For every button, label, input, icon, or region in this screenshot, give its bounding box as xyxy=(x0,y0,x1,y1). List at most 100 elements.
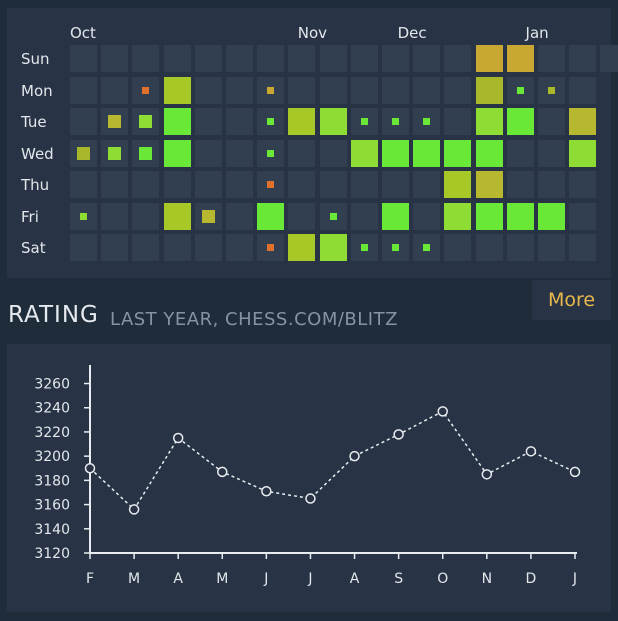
calendar-day-cell[interactable] xyxy=(101,234,129,261)
calendar-day-cell[interactable] xyxy=(132,202,160,230)
calendar-day-cell[interactable] xyxy=(226,139,253,167)
calendar-day-cell[interactable] xyxy=(70,171,97,198)
calendar-day-cell[interactable] xyxy=(226,202,253,230)
calendar-day-cell[interactable] xyxy=(444,234,472,261)
calendar-day-cell[interactable] xyxy=(319,171,347,198)
calendar-day-cell[interactable] xyxy=(319,234,347,261)
calendar-day-cell[interactable] xyxy=(382,76,409,104)
calendar-day-cell[interactable] xyxy=(288,139,316,167)
calendar-day-cell[interactable] xyxy=(194,76,222,104)
calendar-day-cell[interactable] xyxy=(569,202,597,230)
calendar-day-cell[interactable] xyxy=(163,202,191,230)
calendar-day-cell[interactable] xyxy=(319,45,347,72)
calendar-day-cell[interactable] xyxy=(163,45,191,72)
calendar-day-cell[interactable] xyxy=(257,45,285,72)
calendar-day-cell[interactable] xyxy=(413,108,441,135)
calendar-day-cell[interactable] xyxy=(194,234,222,261)
calendar-day-cell[interactable] xyxy=(132,234,160,261)
calendar-day-cell[interactable] xyxy=(444,171,472,198)
calendar-day-cell[interactable] xyxy=(101,202,129,230)
calendar-day-cell[interactable] xyxy=(538,139,565,167)
more-button[interactable]: More xyxy=(532,280,611,320)
calendar-day-cell[interactable] xyxy=(101,171,129,198)
calendar-day-cell[interactable] xyxy=(413,171,441,198)
calendar-day-cell[interactable] xyxy=(257,108,285,135)
calendar-day-cell[interactable] xyxy=(226,234,253,261)
calendar-day-cell[interactable] xyxy=(132,108,160,135)
calendar-day-cell[interactable] xyxy=(194,139,222,167)
calendar-day-cell[interactable] xyxy=(194,171,222,198)
calendar-day-cell[interactable] xyxy=(350,171,378,198)
calendar-day-cell[interactable] xyxy=(350,76,378,104)
calendar-day-cell[interactable] xyxy=(194,108,222,135)
calendar-day-cell[interactable] xyxy=(226,108,253,135)
calendar-day-cell[interactable] xyxy=(226,45,253,72)
calendar-day-cell[interactable] xyxy=(288,171,316,198)
calendar-day-cell[interactable] xyxy=(382,108,409,135)
calendar-day-cell[interactable] xyxy=(538,108,565,135)
calendar-day-cell[interactable] xyxy=(257,171,285,198)
calendar-day-cell[interactable] xyxy=(288,234,316,261)
calendar-day-cell[interactable] xyxy=(226,171,253,198)
calendar-day-cell[interactable] xyxy=(475,45,503,72)
calendar-day-cell[interactable] xyxy=(569,45,597,72)
calendar-day-cell[interactable] xyxy=(288,202,316,230)
calendar-day-cell[interactable] xyxy=(132,76,160,104)
calendar-day-cell[interactable] xyxy=(288,76,316,104)
calendar-day-cell[interactable] xyxy=(475,76,503,104)
calendar-day-cell[interactable] xyxy=(444,139,472,167)
calendar-day-cell[interactable] xyxy=(194,202,222,230)
calendar-day-cell[interactable] xyxy=(413,76,441,104)
calendar-day-cell[interactable] xyxy=(132,171,160,198)
calendar-day-cell[interactable] xyxy=(101,45,129,72)
calendar-day-cell[interactable] xyxy=(257,234,285,261)
calendar-day-cell[interactable] xyxy=(538,202,565,230)
calendar-day-cell[interactable] xyxy=(444,108,472,135)
calendar-day-cell[interactable] xyxy=(257,139,285,167)
calendar-day-cell[interactable] xyxy=(163,139,191,167)
calendar-day-cell[interactable] xyxy=(319,108,347,135)
calendar-day-cell[interactable] xyxy=(475,234,503,261)
calendar-day-cell[interactable] xyxy=(194,45,222,72)
calendar-day-cell[interactable] xyxy=(382,171,409,198)
calendar-day-cell[interactable] xyxy=(226,76,253,104)
calendar-day-cell[interactable] xyxy=(382,202,409,230)
calendar-day-cell[interactable] xyxy=(350,45,378,72)
calendar-day-cell[interactable] xyxy=(506,234,534,261)
calendar-day-cell[interactable] xyxy=(506,171,534,198)
calendar-day-cell[interactable] xyxy=(350,108,378,135)
calendar-day-cell[interactable] xyxy=(319,139,347,167)
calendar-day-cell[interactable] xyxy=(569,171,597,198)
calendar-day-cell[interactable] xyxy=(382,139,409,167)
calendar-day-cell[interactable] xyxy=(70,76,97,104)
calendar-day-cell[interactable] xyxy=(600,45,618,72)
calendar-day-cell[interactable] xyxy=(538,234,565,261)
calendar-day-cell[interactable] xyxy=(163,171,191,198)
calendar-day-cell[interactable] xyxy=(569,76,597,104)
calendar-day-cell[interactable] xyxy=(382,234,409,261)
calendar-day-cell[interactable] xyxy=(413,45,441,72)
calendar-day-cell[interactable] xyxy=(506,108,534,135)
calendar-day-cell[interactable] xyxy=(506,45,534,72)
calendar-day-cell[interactable] xyxy=(350,234,378,261)
calendar-day-cell[interactable] xyxy=(569,139,597,167)
calendar-day-cell[interactable] xyxy=(569,108,597,135)
calendar-day-cell[interactable] xyxy=(70,202,97,230)
calendar-day-cell[interactable] xyxy=(506,139,534,167)
calendar-day-cell[interactable] xyxy=(350,202,378,230)
calendar-day-cell[interactable] xyxy=(569,234,597,261)
calendar-day-cell[interactable] xyxy=(350,139,378,167)
calendar-day-cell[interactable] xyxy=(413,139,441,167)
calendar-day-cell[interactable] xyxy=(163,234,191,261)
calendar-day-cell[interactable] xyxy=(288,45,316,72)
calendar-day-cell[interactable] xyxy=(101,139,129,167)
calendar-day-cell[interactable] xyxy=(413,202,441,230)
calendar-day-cell[interactable] xyxy=(475,171,503,198)
calendar-day-cell[interactable] xyxy=(132,45,160,72)
calendar-day-cell[interactable] xyxy=(70,234,97,261)
calendar-day-cell[interactable] xyxy=(444,45,472,72)
calendar-day-cell[interactable] xyxy=(444,202,472,230)
calendar-day-cell[interactable] xyxy=(70,45,97,72)
calendar-day-cell[interactable] xyxy=(163,108,191,135)
calendar-day-cell[interactable] xyxy=(382,45,409,72)
